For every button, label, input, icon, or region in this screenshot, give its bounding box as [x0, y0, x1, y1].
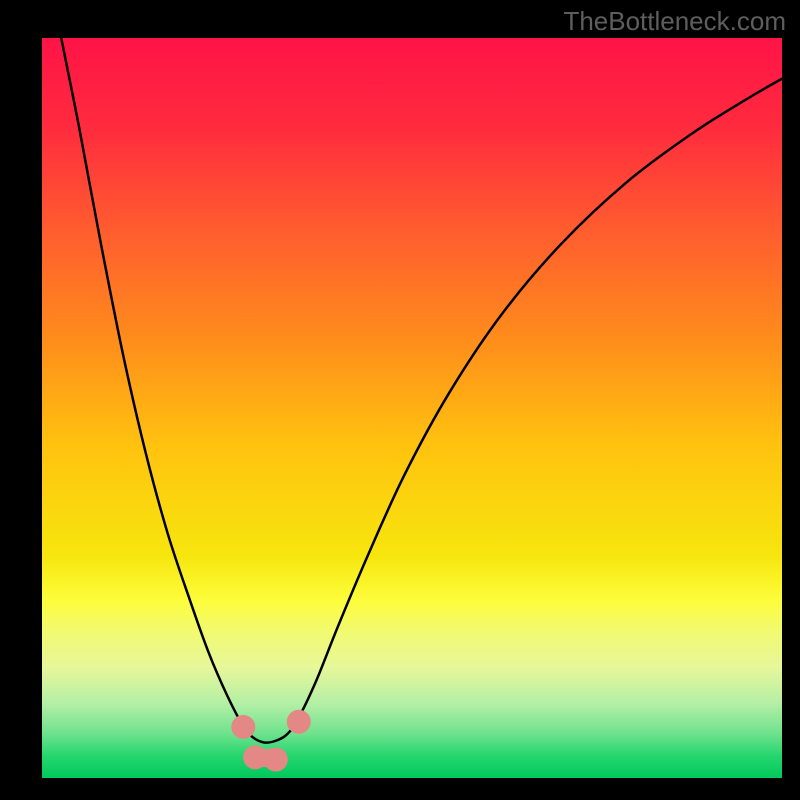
marker-dot: [287, 710, 311, 734]
chart-svg: [0, 0, 800, 800]
chart-frame: [0, 0, 800, 800]
watermark-text: TheBottleneck.com: [563, 6, 786, 37]
marker-dot: [264, 748, 288, 772]
marker-dot: [243, 745, 267, 769]
marker-dot: [231, 715, 255, 739]
